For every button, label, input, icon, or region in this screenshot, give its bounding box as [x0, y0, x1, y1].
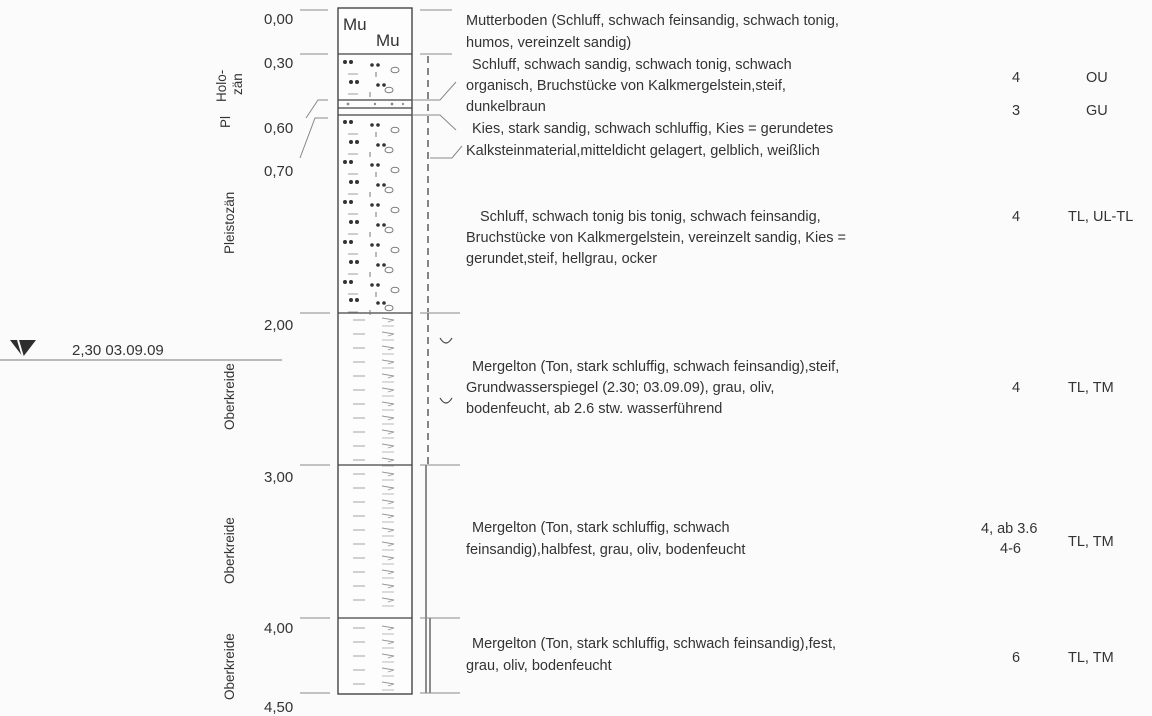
layer-description: Mergelton (Ton, stark schluffig, schwach…: [466, 359, 1114, 417]
description-line: Schluff, schwach sandig, schwach tonig, …: [472, 57, 792, 73]
soil-group: TL, UL-TL: [1068, 209, 1133, 225]
mu-label: Mu: [376, 31, 400, 50]
moisture-column: [412, 9, 463, 694]
soil-column: Mu Mu: [337, 7, 413, 695]
description-line: humos, vereinzelt sandig): [466, 35, 631, 51]
strat-holozaen-2: zän: [230, 73, 245, 95]
layer-description: Mutterboden (Schluff, schwach feinsandig…: [466, 13, 839, 51]
description-line: Mutterboden (Schluff, schwach feinsandig…: [466, 13, 839, 29]
description-line: Mergelton (Ton, stark schluffig, schwach…: [472, 636, 836, 652]
layer-description: Mergelton (Ton, stark schluffig, schwach…: [466, 520, 1114, 558]
silt-symbols: [343, 60, 400, 315]
consistency-value: 4, ab 3.6: [981, 521, 1037, 537]
depth-label: 0,30: [264, 55, 293, 72]
groundwater-marker: 2,30 03.09.09: [0, 339, 282, 361]
strat-oberkreide-3: Oberkreide: [222, 633, 237, 700]
description-line: Mergelton (Ton, stark schluffig, schwach: [472, 520, 730, 536]
moist-symbol-icon: [439, 337, 453, 344]
depth-label: 2,00: [264, 317, 293, 334]
depth-label: 4,00: [264, 620, 293, 637]
strat-holozaen-1: Holo-: [214, 70, 229, 102]
description-line: Schluff, schwach tonig bis tonig, schwac…: [480, 209, 821, 225]
description-line: gerundet,steif, hellgrau, ocker: [466, 251, 657, 267]
marl-clay-symbols: [353, 317, 395, 691]
depth-label: 0,60: [264, 120, 293, 137]
consistency-value: 4-6: [1000, 541, 1021, 557]
description-line: Kalksteinmaterial,mitteldicht gelagert, …: [466, 143, 820, 159]
stratigraphy: Pl Holo- zän Pleistozän Oberkreide Oberk…: [214, 70, 245, 700]
description-line: Bruchstücke von Kalkmergelstein, vereinz…: [466, 230, 846, 246]
soil-group: TL, TM: [1068, 380, 1114, 396]
depth-label: 4,50: [264, 699, 293, 716]
soil-group: OU: [1086, 70, 1108, 86]
consistency-value: 4: [1012, 70, 1020, 86]
gravel-band: [346, 102, 405, 106]
layer-description: Schluff, schwach sandig, schwach tonig, …: [466, 57, 1108, 115]
description-line: Grundwasserspiegel (2.30; 03.09.09), gra…: [466, 380, 774, 396]
layer-description: Kies, stark sandig, schwach schluffig, K…: [466, 103, 1108, 159]
description-line: grau, oliv, bodenfeucht: [466, 658, 612, 674]
description-line: Kies, stark sandig, schwach schluffig, K…: [472, 121, 833, 137]
depth-labels: 0,00 0,30 0,60 0,70 2,00 3,00 4,00 4,50: [264, 11, 293, 716]
description-line: organisch, Bruchstücke von Kalkmergelste…: [466, 78, 786, 94]
description-line: feinsandig),halbfest, grau, oliv, bodenf…: [466, 542, 745, 558]
strat-oberkreide-1: Oberkreide: [222, 363, 237, 430]
soil-group: GU: [1086, 103, 1108, 119]
description-line: dunkelbraun: [466, 99, 546, 115]
description-line: Mergelton (Ton, stark schluffig, schwach…: [472, 359, 839, 375]
layer-descriptions: Mutterboden (Schluff, schwach feinsandig…: [466, 13, 1133, 674]
layer-description: Schluff, schwach tonig bis tonig, schwac…: [466, 209, 1133, 267]
description-line: bodenfeucht, ab 2.6 stw. wasserführend: [466, 401, 722, 417]
soil-group: TL, TM: [1068, 534, 1114, 550]
depth-label: 0,00: [264, 11, 293, 28]
groundwater-label: 2,30 03.09.09: [72, 342, 164, 359]
depth-ticks: [299, 9, 330, 694]
consistency-value: 4: [1012, 209, 1020, 225]
soil-group: TL, TM: [1068, 650, 1114, 666]
groundwater-triangle-icon: [10, 340, 36, 357]
depth-label: 0,70: [264, 163, 293, 180]
mu-label: Mu: [343, 15, 367, 34]
consistency-value: 3: [1012, 103, 1020, 119]
depth-label: 3,00: [264, 469, 293, 486]
strat-pl: Pl: [218, 116, 233, 128]
consistency-value: 6: [1012, 650, 1020, 666]
layer-description: Mergelton (Ton, stark schluffig, schwach…: [466, 636, 1114, 674]
strat-oberkreide-2: Oberkreide: [222, 517, 237, 584]
moist-symbol-icon: [439, 397, 453, 404]
consistency-value: 4: [1012, 380, 1020, 396]
strat-pleistozaen: Pleistozän: [222, 192, 237, 254]
